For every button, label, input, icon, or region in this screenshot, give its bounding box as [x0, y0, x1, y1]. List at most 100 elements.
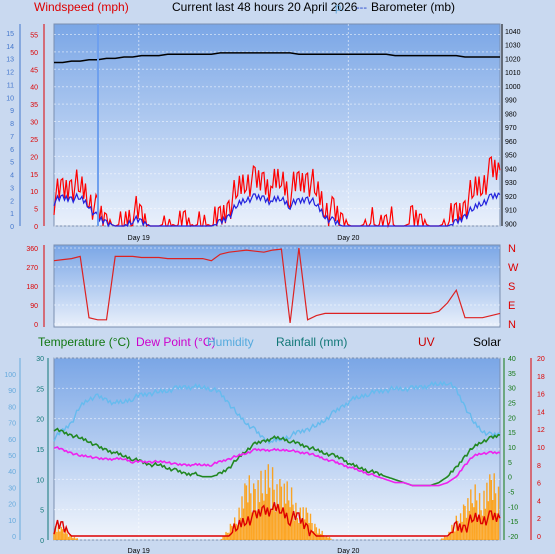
direction-panel: [53, 244, 501, 328]
barometer-line: [54, 52, 500, 64]
rain-tick: 15: [36, 447, 44, 454]
compass-tick: E: [508, 300, 515, 312]
temp-tick: 0: [508, 475, 512, 482]
uv-tick: 14: [537, 409, 545, 416]
uv-tick: 12: [537, 427, 545, 434]
mb-tick: 1020: [505, 56, 521, 63]
uv-tick: 20: [537, 356, 545, 363]
temperature-label: Temperature (°C): [38, 335, 130, 349]
mph-tick: 45: [30, 67, 38, 74]
compass-tick: N: [508, 319, 516, 331]
knots-tick: 1: [10, 211, 14, 218]
legend-dash: ---: [356, 2, 367, 14]
mph-tick: 5: [34, 207, 38, 214]
compass-tick: W: [508, 262, 519, 274]
direction-line: [53, 247, 501, 323]
mb-tick: 960: [505, 139, 517, 146]
temp-tick: 40: [508, 356, 516, 363]
temp-tick: -15: [508, 519, 518, 526]
mph-tick: 30: [30, 120, 38, 127]
knots-tick: 11: [7, 82, 14, 89]
knots-tick: 5: [10, 160, 14, 167]
temp-tick: 5: [508, 460, 512, 467]
temp-tick: 20: [508, 415, 516, 422]
mph-tick: 0: [34, 224, 38, 231]
mb-tick: 980: [505, 111, 517, 118]
windspeed-line: [53, 155, 501, 229]
humidity-tick: 20: [8, 502, 16, 509]
mb-tick: 1000: [505, 84, 521, 91]
deg-tick: 360: [26, 246, 38, 253]
mb-tick: 1010: [505, 70, 521, 77]
gust-avg-line: [53, 191, 501, 228]
knots-tick: 9: [10, 108, 14, 115]
x-tick-day: Day 19: [128, 548, 150, 554]
compass-tick: S: [508, 281, 515, 293]
humidity-tick: 100: [4, 372, 16, 379]
temp-tick: -5: [508, 490, 514, 497]
humidity-tick: 10: [8, 518, 16, 525]
mb-tick: 910: [505, 208, 517, 215]
rain-tick: 20: [36, 417, 44, 424]
uv-tick: 18: [537, 374, 545, 381]
rainfall-label: Rainfall (mm): [276, 335, 347, 349]
rain-tick: 5: [40, 508, 44, 515]
knots-tick: 12: [6, 70, 14, 77]
humidity-tick: 70: [8, 421, 16, 428]
uv-tick: 2: [537, 516, 541, 523]
rain-tick: 30: [36, 356, 44, 363]
mb-tick: 1040: [505, 29, 521, 36]
mph-tick: 10: [30, 189, 38, 196]
knots-tick: 4: [10, 173, 14, 180]
mph-tick: 35: [30, 102, 38, 109]
knots-tick: 3: [10, 185, 14, 192]
humidity-tick: 50: [8, 453, 16, 460]
knots-tick: 15: [6, 31, 14, 38]
dewpoint-line: [53, 446, 501, 487]
knots-tick: 7: [10, 134, 14, 141]
rain-tick: 25: [36, 386, 44, 393]
mph-tick: 40: [30, 85, 38, 92]
knots-tick: 13: [6, 57, 14, 64]
temp-tick: 10: [508, 445, 516, 452]
mb-tick: 920: [505, 194, 517, 201]
deg-tick: 270: [26, 265, 38, 272]
mph-tick: 55: [30, 32, 38, 39]
deg-tick: 180: [26, 284, 38, 291]
humidity-tick: 40: [8, 469, 16, 476]
humidity-tick: 90: [8, 388, 16, 395]
mb-tick: 990: [505, 98, 517, 105]
uv-tick: 0: [537, 534, 541, 541]
wind-panel: [53, 23, 501, 227]
dewpoint-label: Dew Point (°C): [136, 335, 215, 349]
knots-tick: 8: [10, 121, 14, 128]
uv-tick: 16: [537, 392, 545, 399]
humidity-tick: 60: [8, 437, 16, 444]
humidity-label: Humidity: [207, 335, 254, 349]
x-tick-day: Day 19: [128, 235, 150, 242]
mb-tick: 1030: [505, 43, 521, 50]
mb-tick: 900: [505, 221, 517, 228]
mb-tick: 940: [505, 166, 517, 173]
mb-tick: 950: [505, 153, 517, 160]
compass-tick: N: [508, 243, 516, 255]
uv-tick: 8: [537, 463, 541, 470]
mph-tick: 15: [30, 172, 38, 179]
deg-tick: 0: [34, 322, 38, 329]
barometer-label: Barometer (mb): [371, 0, 455, 14]
humidity-line: [53, 380, 501, 445]
temp-tick: 25: [508, 401, 516, 408]
knots-tick: 6: [10, 147, 14, 154]
humidity-tick: 80: [8, 404, 16, 411]
mph-tick: 25: [30, 137, 38, 144]
humidity-tick: 0: [12, 534, 16, 541]
deg-tick: 90: [30, 303, 38, 310]
uv-line: [53, 502, 501, 537]
mph-tick: 20: [30, 154, 38, 161]
mb-tick: 970: [505, 125, 517, 132]
knots-tick: 10: [6, 95, 14, 102]
x-tick-day: Day 20: [337, 548, 359, 554]
rain-tick: 10: [36, 477, 44, 484]
temp-tick: -20: [508, 534, 518, 541]
